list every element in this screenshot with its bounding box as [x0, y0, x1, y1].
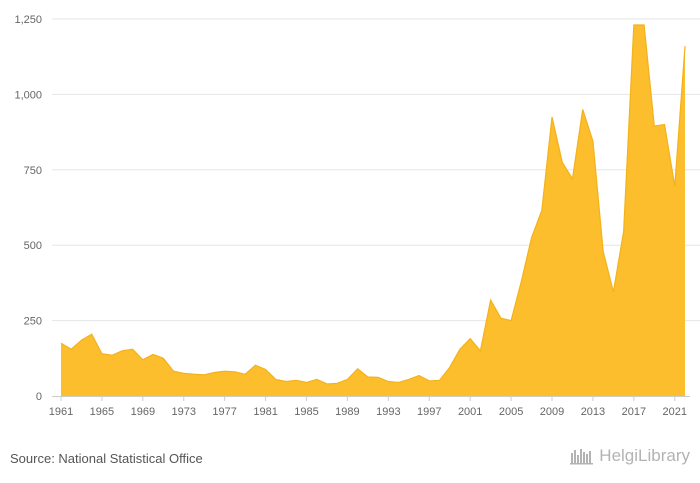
- data-point[interactable]: [130, 347, 135, 352]
- data-point[interactable]: [652, 124, 657, 129]
- data-point[interactable]: [519, 279, 524, 284]
- data-point[interactable]: [580, 107, 585, 112]
- data-point[interactable]: [488, 298, 493, 303]
- data-point[interactable]: [304, 380, 309, 385]
- data-point[interactable]: [253, 363, 258, 368]
- data-point[interactable]: [69, 347, 74, 352]
- x-tick-label: 1969: [131, 406, 155, 418]
- x-tick-label: 1965: [90, 406, 114, 418]
- x-tick-label: 1989: [335, 406, 359, 418]
- data-point[interactable]: [294, 378, 299, 383]
- chart-area: 0 250 500 750 1,000 1,250 1961 1965 1969 1973 197…: [14, 14, 700, 418]
- x-axis-labels: 1961 1965 1969 1973 1977 1981 1985 1989 1993 1997…: [49, 406, 687, 418]
- data-point[interactable]: [529, 235, 534, 240]
- data-point[interactable]: [212, 370, 217, 375]
- data-point[interactable]: [386, 379, 391, 384]
- data-point[interactable]: [120, 348, 125, 353]
- x-tick-label: 1977: [212, 406, 236, 418]
- data-point[interactable]: [631, 23, 636, 28]
- data-point[interactable]: [560, 160, 565, 165]
- data-point[interactable]: [243, 372, 248, 377]
- area-fill: [61, 25, 685, 397]
- y-tick-label: 250: [24, 316, 42, 328]
- data-point[interactable]: [601, 249, 606, 254]
- y-tick-label: 1,000: [14, 89, 42, 101]
- data-point[interactable]: [345, 377, 350, 382]
- x-tick-label: 1985: [294, 406, 318, 418]
- data-point[interactable]: [611, 289, 616, 294]
- data-point[interactable]: [99, 351, 104, 356]
- data-point[interactable]: [355, 366, 360, 371]
- data-point[interactable]: [570, 176, 575, 181]
- data-point[interactable]: [683, 44, 688, 49]
- data-point[interactable]: [427, 378, 432, 383]
- helgi-library-logo[interactable]: HelgiLibrary: [570, 446, 690, 466]
- y-tick-label: 500: [24, 240, 42, 252]
- data-point[interactable]: [417, 373, 422, 378]
- x-tick-label: 1997: [417, 406, 441, 418]
- data-point[interactable]: [642, 23, 647, 28]
- data-point[interactable]: [406, 377, 411, 382]
- data-point[interactable]: [140, 357, 145, 362]
- data-point[interactable]: [376, 375, 381, 380]
- data-point[interactable]: [621, 229, 626, 234]
- x-tick-label: 2009: [540, 406, 564, 418]
- data-point[interactable]: [161, 356, 166, 361]
- x-tick-label: 2017: [622, 406, 646, 418]
- source-note: Source: National Statistical Office: [10, 451, 203, 466]
- x-tick-label: 2001: [458, 406, 482, 418]
- data-point[interactable]: [335, 381, 340, 386]
- data-point[interactable]: [498, 316, 503, 321]
- data-point[interactable]: [314, 377, 319, 382]
- data-point[interactable]: [59, 341, 64, 346]
- x-tick-label: 2013: [581, 406, 605, 418]
- data-point[interactable]: [79, 338, 84, 343]
- data-point[interactable]: [590, 139, 595, 144]
- y-tick-label: 0: [36, 391, 42, 403]
- data-point[interactable]: [662, 122, 667, 127]
- x-tick-label: 1981: [253, 406, 277, 418]
- x-tick-label: 1993: [376, 406, 400, 418]
- x-axis: [52, 396, 690, 401]
- data-point[interactable]: [447, 365, 452, 370]
- data-point[interactable]: [171, 369, 176, 374]
- data-point[interactable]: [672, 184, 677, 189]
- data-point[interactable]: [110, 353, 115, 358]
- data-point[interactable]: [365, 375, 370, 380]
- data-point[interactable]: [222, 369, 227, 374]
- data-point[interactable]: [457, 347, 462, 352]
- data-point[interactable]: [263, 367, 268, 372]
- x-tick-label: 1973: [172, 406, 196, 418]
- library-icon: [570, 449, 594, 465]
- logo-text: HelgiLibrary: [599, 446, 690, 465]
- data-point[interactable]: [202, 372, 207, 377]
- series-line: [60, 24, 686, 385]
- x-tick-label: 2005: [499, 406, 523, 418]
- data-point[interactable]: [284, 379, 289, 384]
- data-point[interactable]: [324, 381, 329, 386]
- data-point[interactable]: [550, 115, 555, 120]
- data-point[interactable]: [191, 372, 196, 377]
- data-point[interactable]: [539, 208, 544, 213]
- data-point[interactable]: [509, 318, 514, 323]
- data-point[interactable]: [396, 380, 401, 385]
- data-point[interactable]: [151, 352, 156, 357]
- y-tick-label: 750: [24, 165, 42, 177]
- data-point[interactable]: [232, 369, 237, 374]
- x-tick-label: 2021: [663, 406, 687, 418]
- data-point[interactable]: [181, 371, 186, 376]
- data-point[interactable]: [89, 332, 94, 337]
- data-point[interactable]: [478, 348, 483, 353]
- data-point[interactable]: [468, 336, 473, 341]
- series-area: [59, 23, 688, 397]
- data-point[interactable]: [273, 377, 278, 382]
- y-tick-label: 1,250: [14, 14, 42, 26]
- y-axis-labels: 0 250 500 750 1,000 1,250: [14, 14, 42, 403]
- data-point[interactable]: [437, 378, 442, 383]
- x-tick-label: 1961: [49, 406, 73, 418]
